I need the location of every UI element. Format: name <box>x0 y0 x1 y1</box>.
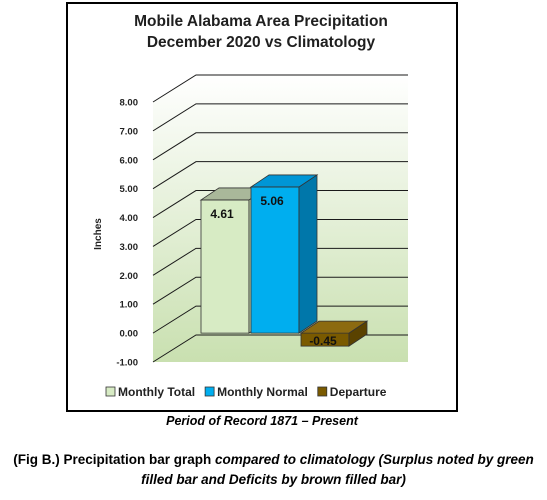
bar-1-side <box>298 174 318 334</box>
gridline <box>152 74 408 103</box>
legend-label-2: Departure <box>330 385 387 399</box>
gridline <box>152 190 408 218</box>
data-label-0: 4.61 <box>210 207 234 221</box>
gridline <box>152 276 408 305</box>
bar-2-top <box>299 320 369 334</box>
y-tick-label: 0.00 <box>120 329 139 340</box>
chart-frame: Mobile Alabama Area Precipitation Decemb… <box>66 2 458 412</box>
y-tick-label: 3.00 <box>120 242 139 253</box>
y-tick-label: 4.00 <box>120 213 139 224</box>
bar-0-front <box>200 199 250 334</box>
gridline <box>152 103 408 132</box>
y-tick-label: 5.00 <box>120 184 139 195</box>
y-tick-label: 1.00 <box>120 300 139 311</box>
figure-caption: (Fig B.) Precipitation bar graph compare… <box>4 450 543 490</box>
data-label-2: -0.45 <box>309 334 337 348</box>
gridline <box>152 218 408 247</box>
bar-1-top <box>249 174 319 188</box>
data-label-1: 5.06 <box>260 194 284 208</box>
y-tick-label: 2.00 <box>120 271 139 282</box>
chart-subtitle: December 2020 vs Climatology <box>147 34 376 51</box>
legend-swatch-0 <box>105 386 116 397</box>
figure-caption-italic: compared to climatology (Surplus noted b… <box>141 452 534 487</box>
gridline <box>152 247 408 276</box>
legend: Monthly Total Monthly Normal Departure <box>105 385 387 399</box>
y-tick-label: -1.00 <box>116 358 138 369</box>
gridline <box>152 305 408 334</box>
y-tick-label: 6.00 <box>120 155 139 166</box>
chart-title: Mobile Alabama Area Precipitation <box>134 13 388 30</box>
precipitation-bar-chart: Mobile Alabama Area Precipitation Decemb… <box>93 13 408 399</box>
y-axis-label: Inches <box>93 218 104 250</box>
legend-swatch-1 <box>204 386 215 397</box>
y-tick-label: 7.00 <box>120 126 139 137</box>
gridline <box>152 161 408 190</box>
bar-1-front <box>250 186 300 334</box>
gridline <box>152 132 408 161</box>
legend-label-0: Monthly Total <box>118 385 195 399</box>
y-tick-label: 8.00 <box>120 98 139 109</box>
legend-label-1: Monthly Normal <box>217 385 308 399</box>
period-caption: Period of Record 1871 – Present <box>166 414 358 428</box>
figure-caption-prefix: (Fig B.) Precipitation bar graph <box>13 452 215 467</box>
legend-swatch-2 <box>317 386 328 397</box>
